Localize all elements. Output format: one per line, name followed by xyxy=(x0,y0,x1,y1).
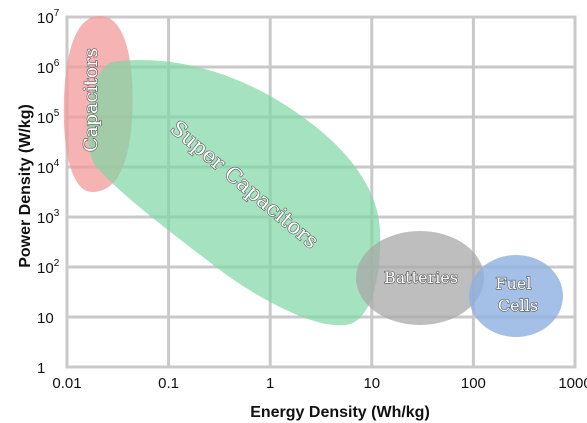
y-tick-label: 104 xyxy=(37,158,60,177)
region-label-fuel-cells-line1: Fuel xyxy=(495,274,531,293)
y-tick-label: 10 xyxy=(37,310,54,327)
x-tick-label: 1000 xyxy=(558,375,587,392)
region-label-capacitors: Capacitors xyxy=(80,48,102,152)
y-axis-label: Power Density (W/kg) xyxy=(17,104,34,268)
x-tick-label: 0.01 xyxy=(52,375,81,392)
y-tick-label: 105 xyxy=(37,108,60,127)
region-label-fuel-cells-line2: Cells xyxy=(498,296,538,315)
region-layer xyxy=(63,16,563,337)
region-label-fuel-cells: Fuel Cells xyxy=(495,274,538,315)
region-super-capacitors xyxy=(87,60,381,326)
y-tick-label: 1 xyxy=(37,360,45,377)
y-tick-label: 107 xyxy=(37,8,60,27)
y-tick-label: 106 xyxy=(37,58,60,77)
y-tick-label: 102 xyxy=(37,258,60,277)
x-tick-label: 100 xyxy=(461,375,486,392)
y-tick-label: 103 xyxy=(37,208,60,227)
region-fuel-cells xyxy=(469,255,563,337)
region-batteries xyxy=(356,231,484,325)
x-tick-label: 0.1 xyxy=(158,375,179,392)
x-tick-label: 10 xyxy=(363,375,380,392)
region-label-batteries: Batteries xyxy=(384,268,458,287)
tick-layer: 0.01 0.1 1 10 100 1000 1 10 102 103 104 105 106 107 xyxy=(37,8,587,392)
x-axis-label: Energy Density (Wh/kg) xyxy=(250,404,430,421)
x-tick-label: 1 xyxy=(266,375,274,392)
